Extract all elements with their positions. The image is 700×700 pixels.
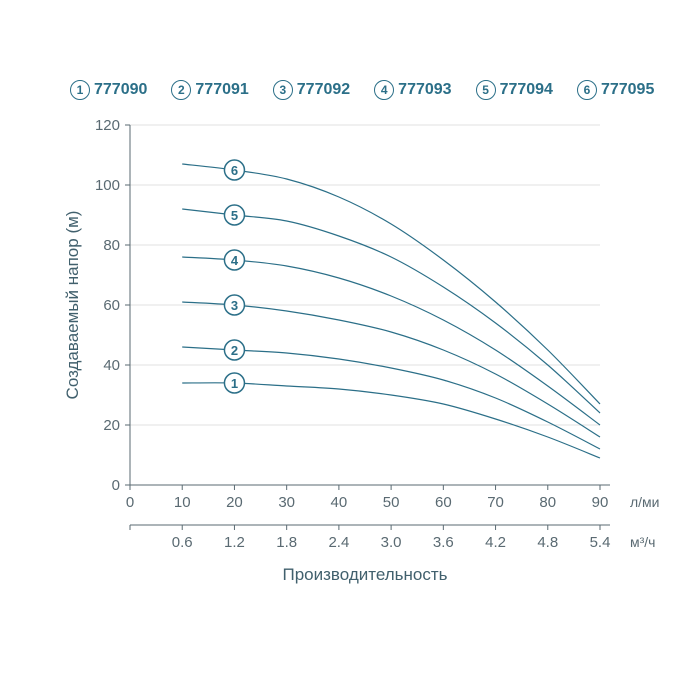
x2-tick-label: 2.4 xyxy=(328,534,349,551)
legend-item-2: 2777091 xyxy=(171,80,248,100)
curve-marker-label-6: 6 xyxy=(231,163,238,178)
y-tick-label: 60 xyxy=(103,297,120,314)
x-axis-title: Производительность xyxy=(282,565,447,584)
legend: 1777090277709137770924777093577709467770… xyxy=(70,80,660,100)
legend-label-2: 777091 xyxy=(195,81,248,99)
x1-tick-label: 80 xyxy=(539,494,556,511)
curve-marker-label-2: 2 xyxy=(231,343,238,358)
x2-tick-label: 5.4 xyxy=(590,534,611,551)
curve-marker-label-4: 4 xyxy=(231,253,239,268)
legend-item-6: 6777095 xyxy=(577,80,654,100)
legend-label-1: 777090 xyxy=(94,81,147,99)
x1-tick-label: 0 xyxy=(126,494,134,511)
y-tick-label: 120 xyxy=(95,117,120,134)
x1-tick-label: 10 xyxy=(174,494,191,511)
legend-badge-4: 4 xyxy=(374,80,394,100)
x1-tick-label: 40 xyxy=(331,494,348,511)
legend-item-4: 4777093 xyxy=(374,80,451,100)
x2-unit: м³/ч xyxy=(630,534,655,550)
legend-badge-5: 5 xyxy=(476,80,496,100)
x2-tick-label: 4.8 xyxy=(537,534,558,551)
curve-4 xyxy=(182,257,600,425)
legend-item-1: 1777090 xyxy=(70,80,147,100)
legend-label-6: 777095 xyxy=(601,81,654,99)
legend-badge-2: 2 xyxy=(171,80,191,100)
legend-badge-1: 1 xyxy=(70,80,90,100)
y-axis-title: Создаваемый напор (м) xyxy=(63,211,82,400)
x1-tick-label: 50 xyxy=(383,494,400,511)
x2-tick-label: 0.6 xyxy=(172,534,193,551)
curve-1 xyxy=(182,383,600,458)
legend-badge-6: 6 xyxy=(577,80,597,100)
curve-marker-label-3: 3 xyxy=(231,298,238,313)
curve-marker-label-5: 5 xyxy=(231,208,238,223)
x1-tick-label: 90 xyxy=(592,494,609,511)
y-tick-label: 100 xyxy=(95,177,120,194)
x1-tick-label: 60 xyxy=(435,494,452,511)
legend-label-5: 777094 xyxy=(500,81,553,99)
y-tick-label: 40 xyxy=(103,357,120,374)
x2-tick-label: 1.8 xyxy=(276,534,297,551)
x1-tick-label: 30 xyxy=(278,494,295,511)
x2-tick-label: 3.0 xyxy=(381,534,402,551)
legend-item-5: 5777094 xyxy=(476,80,553,100)
y-tick-label: 0 xyxy=(112,477,120,494)
x1-tick-label: 20 xyxy=(226,494,243,511)
legend-label-4: 777093 xyxy=(398,81,451,99)
legend-item-3: 3777092 xyxy=(273,80,350,100)
x2-tick-label: 4.2 xyxy=(485,534,506,551)
x1-unit: л/мин xyxy=(630,494,660,510)
y-tick-label: 80 xyxy=(103,237,120,254)
x2-tick-label: 1.2 xyxy=(224,534,245,551)
pump-chart: 0 20 40 60 80 100 120 0 10 20 30 40 50 60 70 80 90 л/мин 0… xyxy=(60,115,660,635)
legend-badge-3: 3 xyxy=(273,80,293,100)
x2-tick-label: 3.6 xyxy=(433,534,454,551)
x1-tick-label: 70 xyxy=(487,494,504,511)
curve-marker-label-1: 1 xyxy=(231,376,238,391)
legend-label-3: 777092 xyxy=(297,81,350,99)
y-tick-label: 20 xyxy=(103,417,120,434)
